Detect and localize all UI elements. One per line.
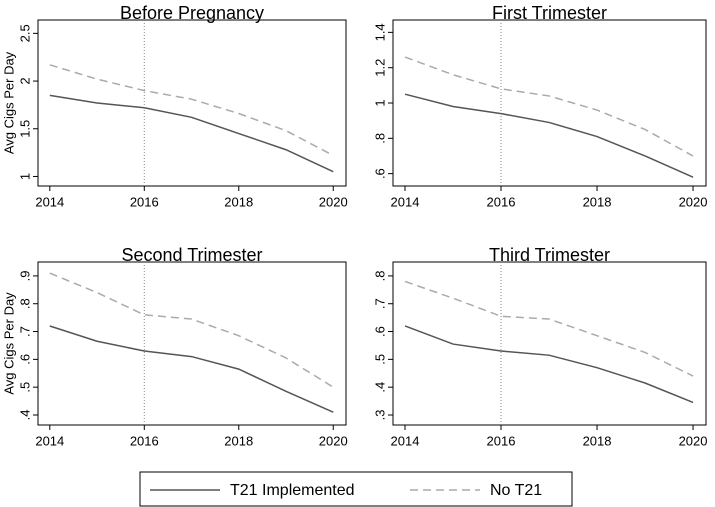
y-tick-label: .9 [17, 270, 32, 281]
x-tick-label: 2014 [35, 194, 64, 209]
x-tick-label: 2018 [224, 194, 253, 209]
x-tick-label: 2016 [487, 433, 516, 448]
series-line [404, 56, 694, 157]
y-tick-label: 1 [372, 99, 387, 106]
x-tick-label: 2020 [319, 194, 348, 209]
x-tick-label: 2018 [224, 433, 253, 448]
x-tick-label: 2016 [130, 433, 159, 448]
x-tick-label: 2016 [130, 194, 159, 209]
y-axis-label: Avg Cigs Per Day [1, 51, 16, 154]
legend-label: T21 Implemented [230, 482, 355, 499]
series-line [404, 280, 694, 377]
plot-frame [37, 19, 347, 187]
y-tick-label: .7 [372, 298, 387, 309]
y-tick-label: .7 [17, 326, 32, 337]
x-tick-label: 2020 [319, 433, 348, 448]
x-tick-label: 2016 [487, 194, 516, 209]
y-tick-label: .5 [17, 382, 32, 393]
x-tick-label: 2020 [679, 433, 708, 448]
y-tick-label: 1 [17, 173, 32, 180]
x-tick-label: 2014 [391, 194, 420, 209]
y-tick-label: .8 [372, 133, 387, 144]
y-tick-label: .8 [372, 270, 387, 281]
panel-title: Third Trimester [489, 245, 610, 265]
series-line [49, 325, 334, 413]
x-tick-label: 2014 [391, 433, 420, 448]
y-tick-label: 2 [17, 77, 32, 84]
panel-title: Before Pregnancy [120, 3, 264, 23]
series-line [49, 272, 334, 388]
panel-title: Second Trimester [121, 245, 262, 265]
x-tick-label: 2018 [583, 433, 612, 448]
x-tick-label: 2020 [679, 194, 708, 209]
series-line [49, 64, 334, 157]
series-line [404, 93, 694, 178]
plot-frame [392, 261, 707, 426]
y-tick-label: .6 [372, 326, 387, 337]
x-tick-label: 2014 [35, 433, 64, 448]
y-tick-label: 1.4 [372, 23, 387, 41]
y-tick-label: .5 [372, 354, 387, 365]
legend-label: No T21 [490, 482, 542, 499]
y-tick-label: .8 [17, 298, 32, 309]
y-tick-label: .4 [372, 382, 387, 393]
y-tick-label: .6 [17, 354, 32, 365]
y-axis-label: Avg Cigs Per Day [1, 292, 16, 395]
series-line [49, 94, 334, 173]
y-tick-label: 1.5 [17, 120, 32, 138]
y-tick-label: .4 [17, 410, 32, 421]
y-tick-label: 1.2 [372, 59, 387, 77]
y-tick-label: .3 [372, 410, 387, 421]
panel-title: First Trimester [492, 3, 607, 23]
plot-frame [37, 261, 347, 426]
y-tick-label: 2.5 [17, 24, 32, 42]
y-tick-label: .6 [372, 168, 387, 179]
legend-box [139, 471, 573, 507]
series-line [404, 325, 694, 404]
x-tick-label: 2018 [583, 194, 612, 209]
